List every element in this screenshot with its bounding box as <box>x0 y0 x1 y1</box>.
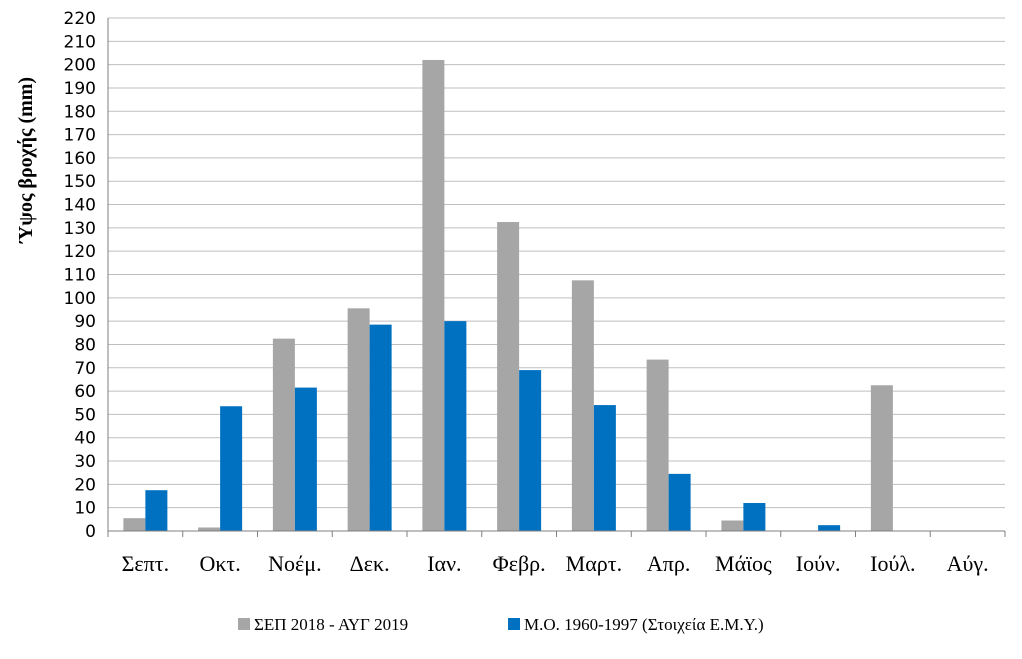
x-tick-label: Απρ. <box>647 551 690 576</box>
y-tick-label: 200 <box>64 56 96 76</box>
bar-series-1 <box>198 527 221 531</box>
legend-swatch <box>238 618 250 630</box>
y-tick-label: 130 <box>64 219 96 239</box>
bar-series-2 <box>593 405 616 531</box>
bar-series-2 <box>369 324 392 531</box>
bar-series-2 <box>818 525 841 531</box>
x-tick-label: Δεκ. <box>350 551 390 576</box>
bar-series-1 <box>347 308 370 531</box>
y-tick-label: 60 <box>74 382 96 402</box>
bar-series-1 <box>646 359 669 531</box>
y-tick-label: 180 <box>64 102 96 122</box>
x-tick-label: Μαρτ. <box>566 551 622 576</box>
x-tick-labels: Σεπτ. Οκτ. Νοέμ. Δεκ. Ιαν. Φεβρ. Μαρτ. Απρ. Μάϊο… <box>122 551 989 576</box>
x-tick-label: Μάϊος <box>715 551 772 576</box>
y-tick-label: 30 <box>74 452 96 472</box>
y-tick-label: 40 <box>74 429 96 449</box>
bars <box>123 59 893 532</box>
bar-series-1 <box>721 520 744 531</box>
y-tick-label: 190 <box>64 79 96 99</box>
x-tick-label: Ιούν. <box>796 551 841 576</box>
axes <box>107 18 1006 537</box>
bar-series-1 <box>870 385 893 531</box>
y-tick-label: 110 <box>64 266 96 286</box>
bar-series-1 <box>123 518 146 531</box>
y-tick-label: 210 <box>64 32 96 52</box>
y-tick-label: 150 <box>64 172 96 192</box>
bar-series-1 <box>272 338 295 531</box>
y-tick-label: 90 <box>74 312 96 332</box>
x-tick-label: Αύγ. <box>947 551 989 576</box>
legend-label: ΣΕΠ 2018 - ΑΥΓ 2019 <box>254 615 408 634</box>
y-tick-label: 160 <box>64 149 96 169</box>
x-tick-label: Φεβρ. <box>493 551 546 576</box>
y-tick-label: 20 <box>74 475 96 495</box>
bar-series-1 <box>571 280 594 531</box>
grid-lines <box>108 17 1005 509</box>
bar-series-1 <box>497 222 520 531</box>
bar-series-2 <box>519 370 542 531</box>
bar-series-2 <box>220 406 243 531</box>
bar-series-1 <box>422 59 445 532</box>
bar-series-2 <box>743 503 766 531</box>
x-tick-label: Οκτ. <box>199 551 240 576</box>
y-tick-label: 50 <box>74 405 96 425</box>
x-tick-label: Ιούλ. <box>870 551 915 576</box>
y-tick-label: 0 <box>85 522 96 542</box>
x-tick-label: Νοέμ. <box>268 551 321 576</box>
legend-swatch <box>508 618 520 630</box>
bar-series-2 <box>668 473 691 531</box>
y-tick-label: 100 <box>64 289 96 309</box>
bar-series-2 <box>294 387 317 531</box>
y-tick-labels: 0 10 20 30 40 50 60 70 80 90 100 110 120 130 140 150 160… <box>64 9 96 542</box>
bar-series-2 <box>145 490 168 531</box>
x-tick-label: Ιαν. <box>427 551 461 576</box>
y-tick-label: 140 <box>64 196 96 216</box>
y-axis-label: Ύψος βροχής (mm) <box>15 77 37 244</box>
x-tick-label: Σεπτ. <box>122 551 170 576</box>
legend: ΣΕΠ 2018 - ΑΥΓ 2019 Μ.Ο. 1960-1997 (Στοιχ… <box>238 615 764 634</box>
y-tick-label: 80 <box>74 335 96 355</box>
y-tick-label: 220 <box>64 9 96 29</box>
legend-label: Μ.Ο. 1960-1997 (Στοιχεία Ε.Μ.Υ.) <box>524 615 764 634</box>
y-tick-label: 120 <box>64 242 96 262</box>
y-tick-label: 170 <box>64 126 96 146</box>
y-tick-label: 10 <box>74 499 96 519</box>
y-tick-label: 70 <box>74 359 96 379</box>
bar-series-2 <box>444 321 467 531</box>
